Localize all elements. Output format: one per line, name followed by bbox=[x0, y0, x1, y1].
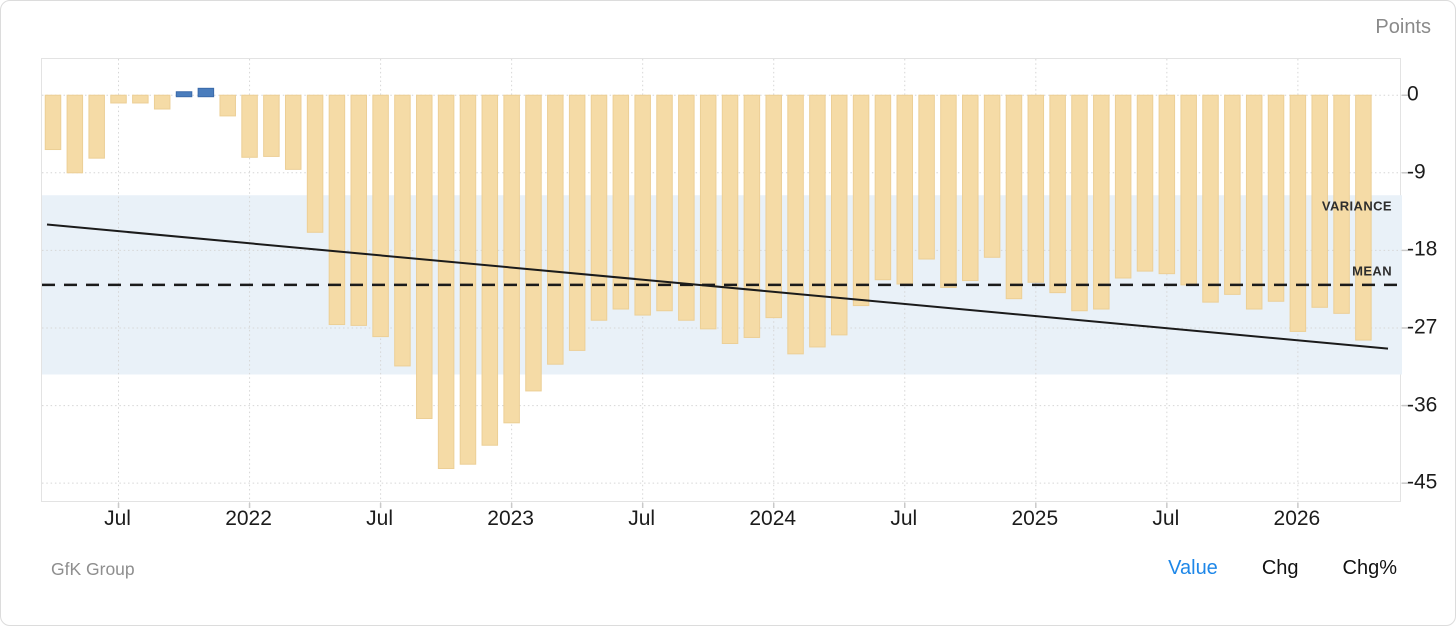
trend-line bbox=[46, 223, 1389, 350]
series-mode-switcher: Value Chg Chg% bbox=[1168, 557, 1397, 580]
bar-2023-12[interactable] bbox=[743, 94, 761, 338]
x-axis-label-jul-51: Jul bbox=[1152, 507, 1180, 530]
chart-canvas bbox=[42, 59, 1408, 508]
bar-2022-02[interactable] bbox=[263, 94, 280, 157]
mode-value-button[interactable]: Value bbox=[1168, 557, 1218, 579]
variance-band-label: VARIANCE bbox=[1321, 198, 1392, 214]
bar-2023-10[interactable] bbox=[699, 94, 717, 330]
bar-2025-05[interactable] bbox=[1114, 94, 1132, 279]
bar-2021-06[interactable] bbox=[88, 94, 105, 159]
bar-2025-02[interactable] bbox=[1049, 94, 1066, 294]
bar-2024-09[interactable] bbox=[940, 94, 957, 288]
bar-2022-07[interactable] bbox=[372, 94, 389, 338]
bar-2024-01[interactable] bbox=[765, 94, 782, 319]
bar-2023-08[interactable] bbox=[656, 94, 673, 312]
bar-2021-04[interactable] bbox=[44, 94, 62, 151]
bar-2023-06[interactable] bbox=[612, 94, 630, 310]
x-axis-label-2023-21: 2023 bbox=[487, 507, 534, 530]
mean-line-label: MEAN bbox=[1352, 263, 1392, 279]
bar-2021-10[interactable] bbox=[175, 91, 193, 98]
x-axis-label-2026-57: 2026 bbox=[1273, 507, 1321, 530]
bar-2024-06[interactable] bbox=[874, 94, 892, 281]
y-axis-label--45: -45 bbox=[1407, 470, 1438, 494]
bar-2025-08[interactable] bbox=[1180, 94, 1197, 286]
bar-2026-03[interactable] bbox=[1333, 94, 1350, 314]
bar-2022-11[interactable] bbox=[459, 94, 477, 465]
bar-2025-11[interactable] bbox=[1245, 94, 1263, 310]
bar-2025-10[interactable] bbox=[1224, 94, 1241, 295]
source-attribution: GfK Group bbox=[51, 559, 135, 579]
bar-2021-11[interactable] bbox=[197, 87, 215, 98]
bar-2024-07[interactable] bbox=[896, 94, 914, 285]
y-axis-label--27: -27 bbox=[1407, 315, 1438, 339]
bar-2024-10[interactable] bbox=[962, 94, 979, 282]
bar-2023-07[interactable] bbox=[634, 94, 651, 316]
x-axis-label-jul-3: Jul bbox=[104, 507, 131, 530]
bar-2024-05[interactable] bbox=[852, 94, 870, 307]
x-axis-label-jul-39: Jul bbox=[890, 507, 918, 530]
bar-2022-01[interactable] bbox=[241, 94, 258, 158]
bar-2022-03[interactable] bbox=[284, 94, 302, 170]
x-axis-label-2024-33: 2024 bbox=[749, 507, 797, 530]
bar-2022-04[interactable] bbox=[306, 94, 324, 233]
bar-2023-09[interactable] bbox=[678, 94, 695, 321]
x-axis-label-jul-15: Jul bbox=[366, 507, 394, 530]
bar-2025-09[interactable] bbox=[1202, 94, 1219, 303]
bar-2022-08[interactable] bbox=[394, 94, 411, 367]
x-axis: Jul 2022 Jul 2023 Jul 2024 Jul 2025 Jul 2026 bbox=[41, 505, 1401, 535]
bar-2025-01[interactable] bbox=[1027, 94, 1045, 283]
bar-2022-12[interactable] bbox=[481, 94, 499, 446]
bar-2023-05[interactable] bbox=[590, 94, 608, 321]
mode-chgpct-button[interactable]: Chg% bbox=[1342, 557, 1397, 579]
bar-2024-08[interactable] bbox=[918, 94, 935, 260]
bar-2025-12[interactable] bbox=[1267, 94, 1285, 302]
bar-2023-01[interactable] bbox=[503, 94, 520, 424]
bar-2025-03[interactable] bbox=[1071, 94, 1088, 312]
bar-2022-05[interactable] bbox=[328, 94, 346, 326]
bar-2021-12[interactable] bbox=[219, 94, 236, 117]
bar-2024-03[interactable] bbox=[809, 94, 826, 348]
bar-2023-04[interactable] bbox=[568, 94, 586, 351]
bar-2022-06[interactable] bbox=[350, 94, 368, 326]
y-axis: 0 -9 -18 -27 -36 -45 bbox=[1407, 58, 1455, 502]
bar-2026-02[interactable] bbox=[1311, 94, 1328, 308]
x-axis-label-2025-45: 2025 bbox=[1011, 507, 1059, 530]
bar-2024-04[interactable] bbox=[830, 94, 848, 336]
bar-2026-01[interactable] bbox=[1289, 94, 1307, 332]
bar-2022-10[interactable] bbox=[437, 94, 455, 470]
y-axis-label--36: -36 bbox=[1407, 393, 1438, 417]
bar-2023-03[interactable] bbox=[547, 94, 564, 365]
bar-2021-05[interactable] bbox=[66, 94, 84, 174]
y-axis-label-0: 0 bbox=[1407, 82, 1419, 106]
bar-2021-08[interactable] bbox=[132, 94, 149, 104]
unit-label: Points bbox=[1375, 16, 1431, 38]
bar-2023-11[interactable] bbox=[721, 94, 739, 345]
bar-2025-04[interactable] bbox=[1093, 94, 1110, 310]
bar-2021-07[interactable] bbox=[110, 94, 127, 104]
bar-2025-07[interactable] bbox=[1158, 94, 1176, 275]
bar-2026-04[interactable] bbox=[1355, 94, 1372, 341]
y-axis-label--9: -9 bbox=[1407, 160, 1426, 184]
y-axis-label--18: -18 bbox=[1407, 237, 1438, 261]
x-axis-label-jul-27: Jul bbox=[628, 507, 656, 530]
mode-chg-button[interactable]: Chg bbox=[1261, 557, 1299, 579]
bar-2023-02[interactable] bbox=[525, 94, 542, 392]
bar-2024-02[interactable] bbox=[787, 94, 804, 355]
bar-2024-12[interactable] bbox=[1005, 94, 1023, 300]
bar-2025-06[interactable] bbox=[1136, 94, 1154, 272]
bar-2021-09[interactable] bbox=[153, 94, 171, 110]
bar-2022-09[interactable] bbox=[416, 94, 433, 420]
chart-plot-area[interactable]: VARIANCE MEAN bbox=[41, 58, 1408, 508]
bar-2024-11[interactable] bbox=[983, 94, 1001, 258]
x-axis-label-2022-9: 2022 bbox=[225, 507, 272, 530]
